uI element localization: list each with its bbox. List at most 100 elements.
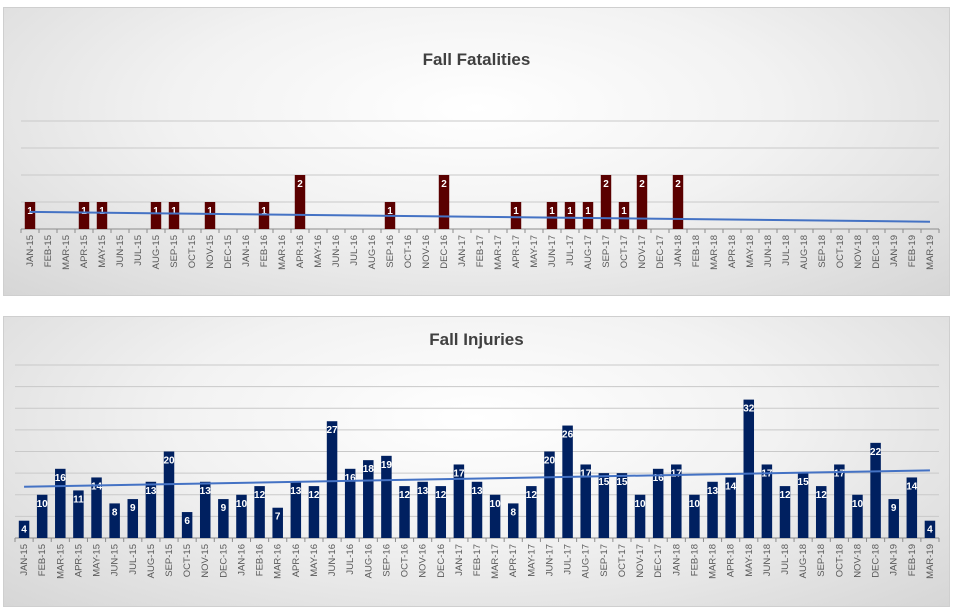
- bar: [294, 175, 306, 229]
- x-tick-label: AUG-18: [799, 235, 810, 269]
- data-label: 13: [707, 486, 719, 497]
- bar: [204, 202, 216, 229]
- data-label: 13: [200, 486, 212, 497]
- x-tick-label: NOV-17: [635, 544, 646, 578]
- bar: [417, 481, 428, 538]
- x-tick-label: JAN-18: [673, 235, 684, 267]
- data-label: 14: [91, 481, 103, 492]
- x-tick-label: JAN-19: [889, 235, 900, 267]
- bar: [55, 468, 66, 538]
- bar: [564, 202, 576, 229]
- x-tick-label: FEB-17: [472, 544, 483, 576]
- data-label: 2: [441, 179, 447, 190]
- x-tick-label: JUN-18: [763, 235, 774, 267]
- data-label: 12: [526, 490, 538, 501]
- x-tick-label: MAY-15: [97, 235, 108, 268]
- x-tick-label: JUN-15: [115, 235, 126, 267]
- data-label: 17: [453, 468, 465, 479]
- x-tick-label: AUG-15: [146, 544, 157, 578]
- x-tick-label: JUN-17: [547, 235, 558, 267]
- x-tick-label: AUG-15: [151, 235, 162, 269]
- data-label: 10: [634, 499, 646, 510]
- data-label: 1: [621, 206, 627, 217]
- data-label: 2: [297, 179, 303, 190]
- x-tick-label: FEB-16: [255, 544, 266, 576]
- bar: [725, 477, 736, 538]
- data-label: 1: [549, 206, 555, 217]
- x-tick-label: MAR-19: [925, 235, 936, 270]
- data-label: 14: [906, 481, 918, 492]
- bar: [924, 520, 936, 538]
- bar: [779, 486, 791, 538]
- x-tick-label: JUL-16: [345, 544, 356, 575]
- x-tick-label: DEC-17: [653, 544, 664, 578]
- x-tick-label: OCT-18: [834, 544, 845, 577]
- data-label: 15: [598, 477, 610, 488]
- x-tick-label: JAN-15: [25, 235, 36, 267]
- bar: [96, 202, 108, 229]
- chart-title: Fall Fatalities: [422, 50, 531, 69]
- data-label: 12: [399, 490, 411, 501]
- x-tick-label: SEP-17: [601, 235, 612, 268]
- bar: [344, 468, 356, 538]
- bar: [600, 175, 612, 229]
- x-tick-label: SEP-15: [164, 544, 175, 577]
- data-label: 22: [870, 447, 882, 458]
- data-label: 20: [544, 456, 556, 467]
- x-tick-label: FEB-18: [691, 235, 702, 267]
- x-tick-label: MAR-18: [708, 544, 719, 579]
- x-tick-label: JUN-16: [331, 235, 342, 267]
- x-tick-label: JAN-17: [457, 235, 468, 267]
- bar: [150, 202, 162, 229]
- x-tick-label: DEC-17: [655, 235, 666, 269]
- x-tick-label: MAY-18: [745, 235, 756, 268]
- bar: [761, 464, 773, 538]
- data-label: 2: [675, 179, 681, 190]
- data-label: 27: [326, 425, 338, 436]
- data-label: 13: [471, 486, 483, 497]
- data-label: 4: [927, 525, 933, 536]
- x-tick-label: FEB-19: [907, 544, 918, 576]
- fall-injuries-chart: JAN-15 FEB-15 MAR-15 APR-15 MAY-15 JUN-15 JUL-…: [14, 364, 940, 579]
- x-tick-label: APR-18: [726, 544, 737, 577]
- data-label: 1: [207, 206, 213, 217]
- x-tick-label: FEB-18: [689, 544, 700, 576]
- x-tick-label: AUG-16: [363, 544, 374, 578]
- bar: [526, 486, 537, 538]
- bar: [888, 499, 899, 538]
- x-tick-label: SEP-16: [385, 235, 396, 268]
- x-tick-label: MAR-16: [277, 235, 288, 270]
- data-label: 17: [834, 468, 846, 479]
- data-label: 20: [163, 456, 175, 467]
- bar: [254, 486, 265, 538]
- data-label: 7: [275, 512, 281, 523]
- data-label: 13: [145, 486, 157, 497]
- x-tick-label: OCT-18: [835, 235, 846, 268]
- bar: [199, 481, 211, 538]
- x-tick-label: JAN-17: [454, 544, 465, 576]
- x-tick-label: JUL-18: [781, 235, 792, 266]
- data-label: 4: [21, 525, 27, 536]
- fall-injuries-panel: Fall Injuries JAN-15 FEB-15 MAR-15 APR-15 MA…: [3, 316, 950, 607]
- data-label: 17: [580, 468, 592, 479]
- data-label: 1: [153, 206, 159, 217]
- x-tick-label: APR-18: [727, 235, 738, 268]
- data-label: 16: [653, 473, 665, 484]
- bar: [489, 494, 501, 538]
- bar: [73, 490, 84, 538]
- data-label: 10: [852, 499, 864, 510]
- x-tick-label: DEC-18: [871, 235, 882, 269]
- data-label: 1: [171, 206, 177, 217]
- data-label: 18: [363, 464, 375, 475]
- x-tick-label: JUN-17: [544, 544, 555, 576]
- x-tick-label: NOV-17: [637, 235, 648, 269]
- bar: [580, 464, 591, 538]
- bar: [507, 503, 519, 538]
- x-tick-label: JUL-16: [349, 235, 360, 266]
- x-tick-label: AUG-17: [581, 544, 592, 578]
- x-tick-label: NOV-15: [205, 235, 216, 269]
- bar: [471, 481, 483, 538]
- x-tick-label: DEC-15: [218, 544, 229, 578]
- bar: [671, 464, 682, 538]
- bar: [689, 494, 700, 538]
